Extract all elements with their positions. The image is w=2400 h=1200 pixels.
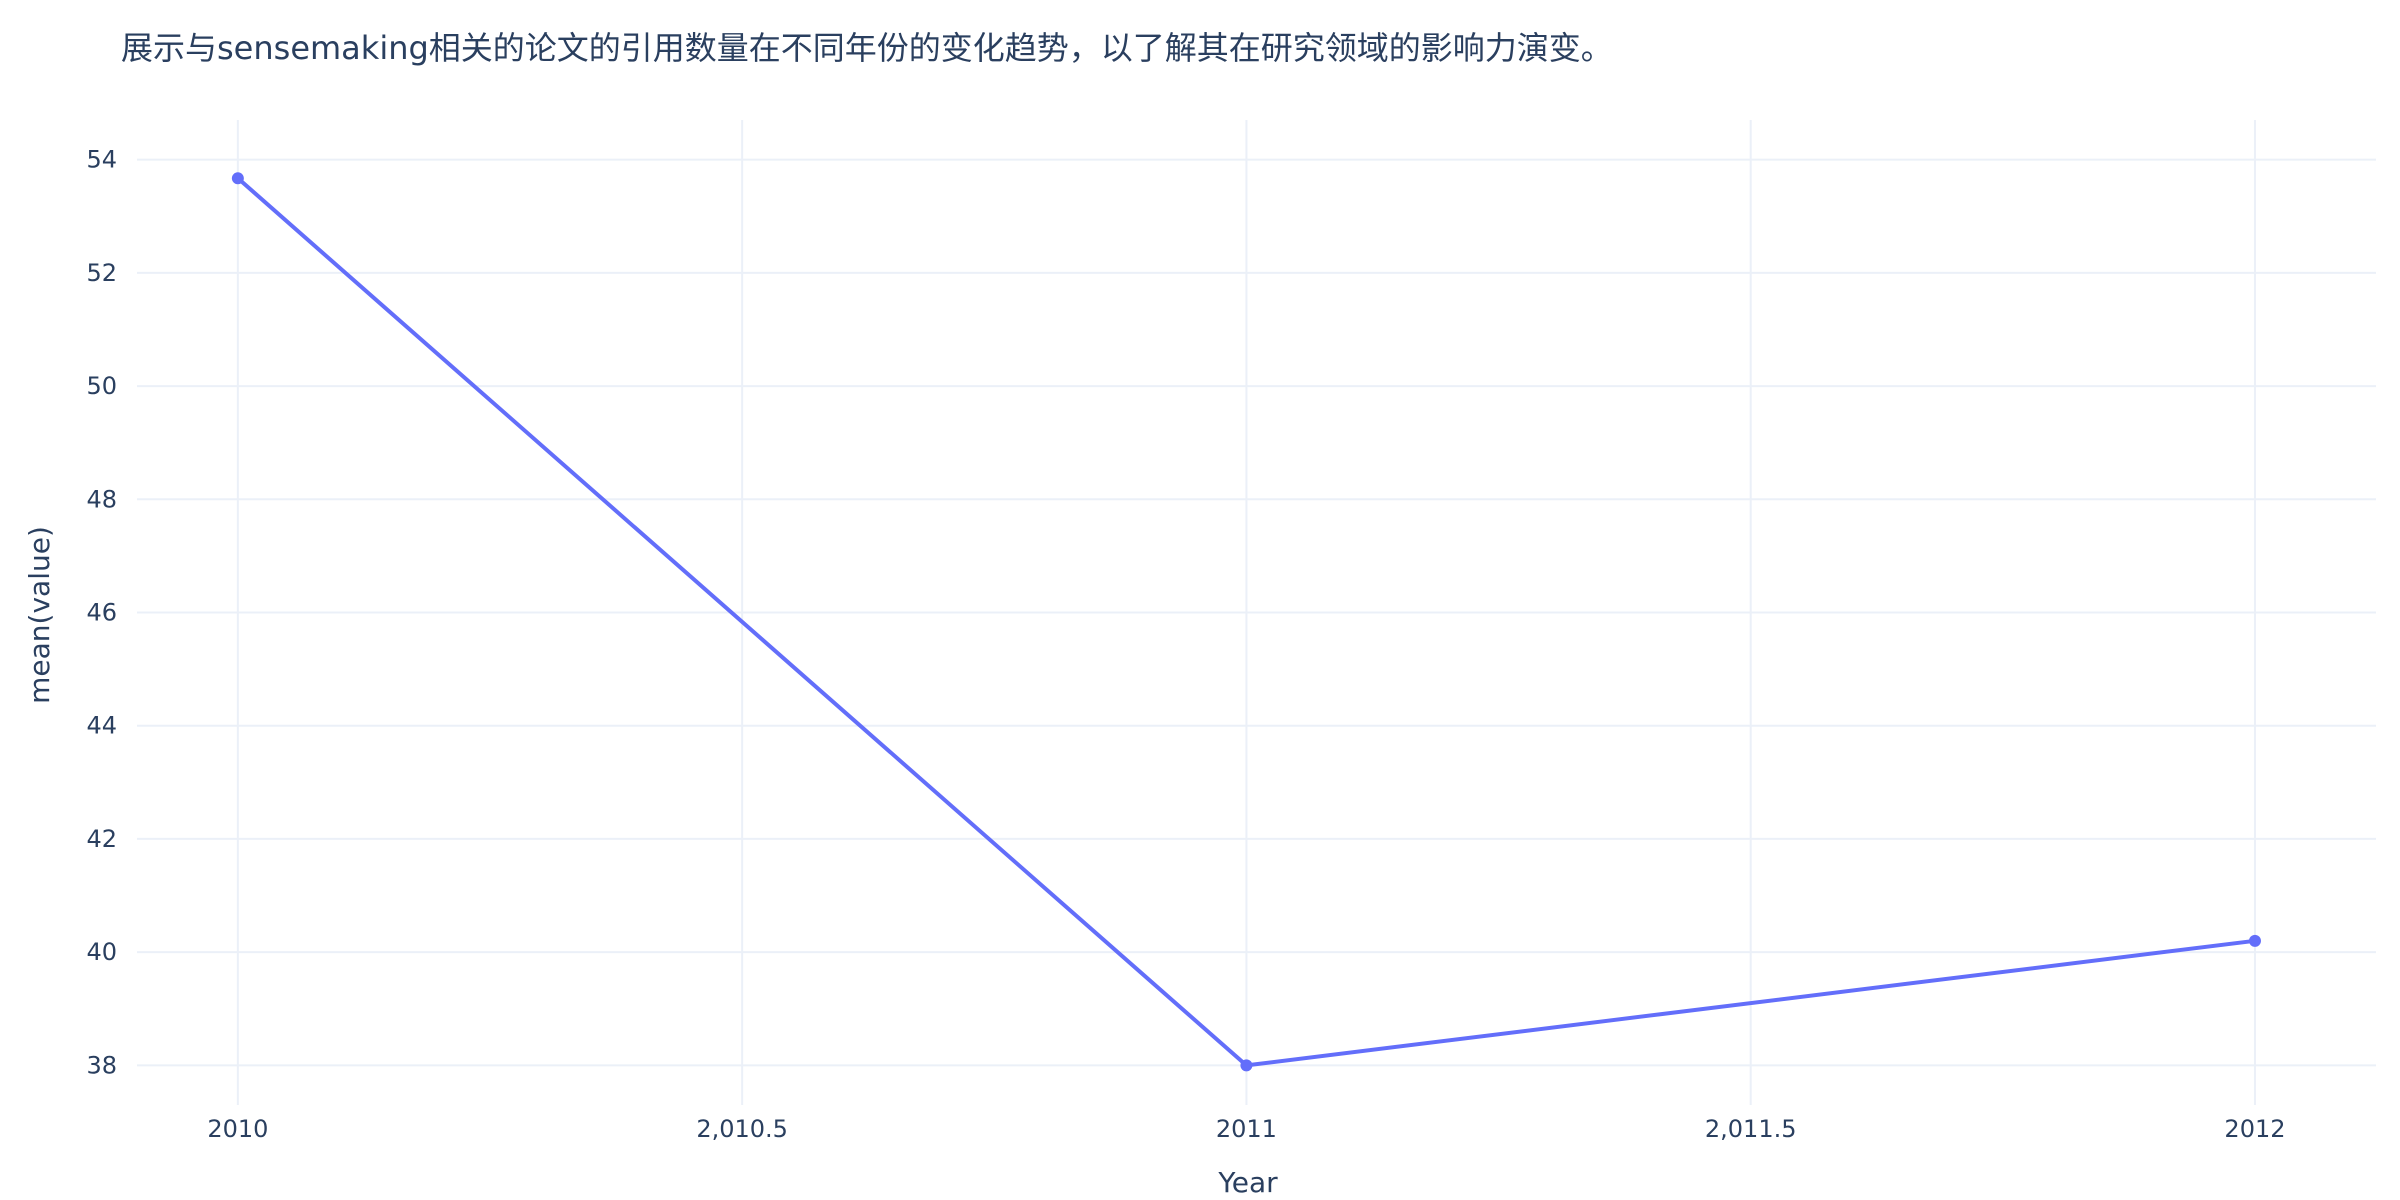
chart-title: 展示与sensemaking相关的论文的引用数量在不同年份的变化趋势，以了解其在… — [121, 29, 1613, 67]
y-tick-label: 48 — [86, 485, 117, 513]
x-tick-label: 2,010.5 — [696, 1115, 788, 1143]
grid — [137, 120, 2376, 1105]
y-tick-label: 52 — [86, 259, 117, 287]
x-tick-label: 2011 — [1216, 1115, 1277, 1143]
y-tick-label: 50 — [86, 372, 117, 400]
y-tick-label: 54 — [86, 146, 117, 174]
x-tick-label: 2,011.5 — [1705, 1115, 1797, 1143]
y-tick-label: 44 — [86, 712, 117, 740]
data-point[interactable] — [1240, 1059, 1253, 1072]
y-axis-title: mean(value) — [23, 526, 56, 704]
y-tick-label: 40 — [86, 938, 117, 966]
x-tick-label: 2010 — [207, 1115, 268, 1143]
y-axis-ticks: 38 40 42 44 46 48 50 52 54 — [86, 146, 117, 1080]
y-tick-label: 42 — [86, 825, 117, 853]
x-axis-ticks: 2010 2,010.5 2011 2,011.5 2012 — [207, 1115, 2285, 1143]
y-tick-label: 38 — [86, 1051, 117, 1079]
x-axis-title: Year — [1217, 1166, 1278, 1199]
x-tick-label: 2012 — [2224, 1115, 2285, 1143]
data-point[interactable] — [2248, 934, 2261, 947]
series-layer — [231, 172, 2261, 1072]
y-tick-label: 46 — [86, 599, 117, 627]
data-point[interactable] — [231, 172, 244, 185]
